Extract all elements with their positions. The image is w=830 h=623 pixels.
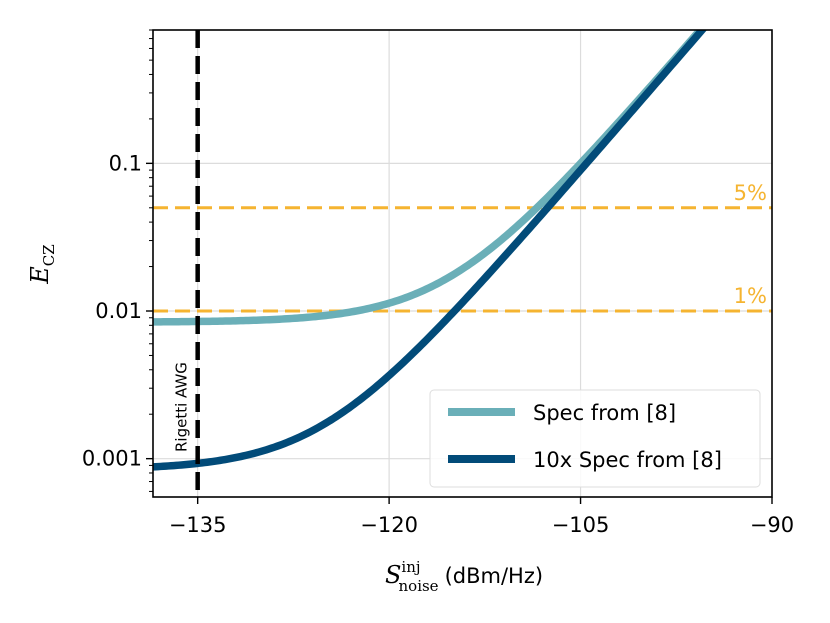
reference-lines	[153, 206, 772, 313]
hline-label-5pct: 5%	[734, 181, 767, 205]
y-tick-label-0: 0.001	[82, 447, 142, 471]
legend-label-spec: Spec from [8]	[533, 401, 676, 425]
x-tick-label-1: −120	[360, 513, 418, 537]
annotation-layer: 5% 1% Rigetti AWG	[173, 181, 767, 452]
y-axis-label: ECZ	[26, 244, 58, 284]
series-line-10x-spec	[153, 30, 708, 471]
series-layer	[153, 30, 708, 471]
y-tick-label-2: 0.1	[109, 151, 142, 175]
y-axis-ticks: 0.001 0.01 0.1	[82, 29, 153, 492]
vline-label-rigetti-awg: Rigetti AWG	[173, 362, 191, 452]
series-line-spec	[153, 30, 706, 326]
legend: Spec from [8] 10x Spec from [8]	[429, 389, 761, 488]
plot-frame	[152, 29, 773, 498]
x-tick-label-2: −105	[552, 513, 610, 537]
x-axis-ticks: −135 −120 −105 −90	[169, 497, 794, 537]
hline-label-1pct: 1%	[734, 284, 767, 308]
legend-label-10x-spec: 10x Spec from [8]	[533, 448, 722, 472]
x-tick-label-3: −90	[750, 513, 794, 537]
x-axis-label: Sinj noise (dBm/Hz)	[385, 558, 543, 595]
x-tick-label-0: −135	[169, 513, 227, 537]
y-tick-label-1: 0.01	[95, 299, 142, 323]
